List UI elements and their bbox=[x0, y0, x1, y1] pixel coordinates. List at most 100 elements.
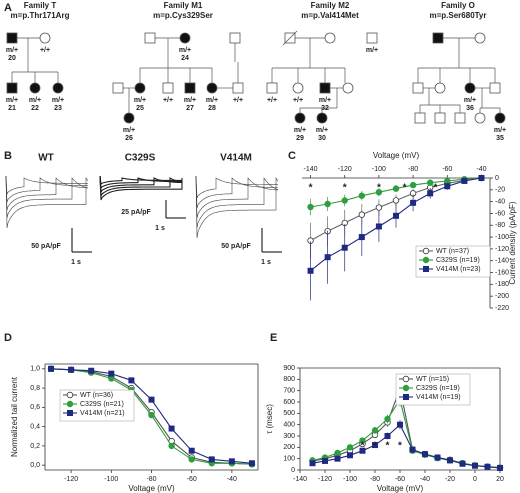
male-symbol bbox=[232, 82, 244, 94]
genotype: m/+ bbox=[6, 97, 18, 104]
data-point bbox=[484, 463, 491, 470]
individual-id: 32 bbox=[321, 105, 329, 112]
current-trace bbox=[5, 175, 89, 229]
male-symbol bbox=[434, 112, 446, 124]
individual-id: 27 bbox=[186, 105, 194, 112]
legend-marker bbox=[66, 400, 74, 408]
legend-label: WT (n=15) bbox=[416, 376, 449, 383]
data-point bbox=[324, 254, 331, 261]
individual-id: 36 bbox=[466, 105, 474, 112]
data-point bbox=[334, 455, 341, 462]
genotype: m/+ bbox=[52, 97, 64, 104]
y-axis-label: Normalized tail current bbox=[10, 376, 19, 457]
data-point bbox=[471, 462, 478, 469]
series-line bbox=[312, 423, 501, 469]
data-point bbox=[396, 421, 403, 428]
x-axis-label: Voltage (mV) bbox=[377, 484, 424, 493]
x-tick-label: -40 bbox=[420, 476, 430, 483]
deceased-slash bbox=[282, 30, 298, 46]
current-trace bbox=[5, 175, 88, 203]
y-tick-label: 0 bbox=[291, 467, 295, 474]
male-symbol bbox=[489, 82, 501, 94]
data-point bbox=[461, 177, 468, 184]
significance-star: * bbox=[361, 441, 365, 452]
data-point bbox=[371, 442, 378, 449]
genotype: m/+ bbox=[464, 97, 476, 104]
current-trace bbox=[5, 175, 89, 219]
significance-star: * bbox=[309, 183, 313, 194]
data-point bbox=[228, 458, 235, 465]
family-title: Family M2 bbox=[311, 1, 350, 10]
male-symbol bbox=[366, 32, 378, 44]
female-symbol bbox=[474, 112, 486, 124]
y-tick-label: -180 bbox=[495, 281, 509, 288]
legend-label: C329S (n=19) bbox=[436, 257, 480, 264]
data-point bbox=[168, 425, 175, 432]
data-point bbox=[188, 447, 195, 454]
genotype: +/+ bbox=[40, 47, 50, 54]
data-point bbox=[188, 456, 195, 463]
data-point bbox=[148, 411, 155, 419]
scale-label-time: 1 s bbox=[155, 225, 165, 232]
scale-label-time: 1 s bbox=[71, 259, 81, 266]
y-tick-label: -160 bbox=[495, 269, 509, 276]
female-symbol bbox=[179, 32, 191, 44]
individual-id: 30 bbox=[318, 135, 326, 142]
male-symbol bbox=[229, 32, 241, 44]
data-point bbox=[346, 452, 353, 459]
individual-id: 22 bbox=[31, 105, 39, 112]
data-point bbox=[334, 449, 341, 457]
x-axis-label: Voltage (mV) bbox=[128, 484, 175, 493]
y-tick-label: 700 bbox=[283, 388, 295, 395]
significance-star: * bbox=[343, 183, 347, 194]
family-title: Family T bbox=[24, 1, 57, 10]
current-trace bbox=[99, 175, 183, 194]
male-symbol bbox=[432, 32, 444, 44]
family-mutation: m=p.Ser680Tyr bbox=[430, 11, 487, 20]
data-point bbox=[248, 460, 255, 467]
current-trace bbox=[195, 175, 279, 229]
legend-marker bbox=[422, 265, 429, 272]
female-symbol bbox=[494, 112, 506, 124]
genotype: +/+ bbox=[267, 97, 277, 104]
current-trace bbox=[99, 175, 183, 201]
male-symbol bbox=[144, 32, 156, 44]
genotype: m/+ bbox=[123, 127, 135, 134]
individual-id: 20 bbox=[8, 55, 16, 62]
data-point bbox=[128, 377, 135, 384]
data-point bbox=[359, 437, 366, 444]
genotype: m/+ bbox=[179, 47, 191, 54]
current-trace bbox=[99, 175, 182, 186]
legend-label: WT (n=37) bbox=[436, 248, 469, 255]
female-symbol bbox=[316, 112, 328, 124]
genotype: m/+ bbox=[494, 127, 506, 134]
family-title: Family M1 bbox=[164, 1, 203, 10]
significance-star: * bbox=[373, 441, 377, 452]
male-symbol bbox=[414, 112, 426, 124]
x-tick-label: -100 bbox=[104, 476, 118, 483]
female-symbol bbox=[434, 82, 446, 94]
female-symbol bbox=[52, 82, 64, 94]
data-point bbox=[478, 174, 485, 181]
female-symbol bbox=[39, 32, 51, 44]
panel-label: A bbox=[4, 2, 12, 14]
panel-label: C bbox=[288, 150, 296, 162]
significance-star: * bbox=[398, 441, 402, 452]
legend-label: WT (n=36) bbox=[80, 392, 113, 399]
scale-label-time: 1 s bbox=[261, 259, 271, 266]
legend-marker bbox=[402, 375, 410, 383]
genotype: m/+ bbox=[184, 97, 196, 104]
female-symbol bbox=[324, 32, 336, 44]
legend-marker bbox=[67, 409, 74, 416]
male-symbol bbox=[319, 82, 331, 94]
legend-marker bbox=[66, 391, 74, 399]
legend-label: C329S (n=19) bbox=[416, 385, 460, 392]
y-axis-label: τ (msec) bbox=[265, 404, 274, 434]
individual-id: 28 bbox=[208, 105, 216, 112]
family-mutation: m=p.Thr171Arg bbox=[11, 11, 70, 20]
data-point bbox=[384, 432, 391, 439]
y-tick-label: 900 bbox=[283, 365, 295, 372]
genotype: m/+ bbox=[366, 47, 378, 54]
data-point bbox=[358, 234, 365, 241]
